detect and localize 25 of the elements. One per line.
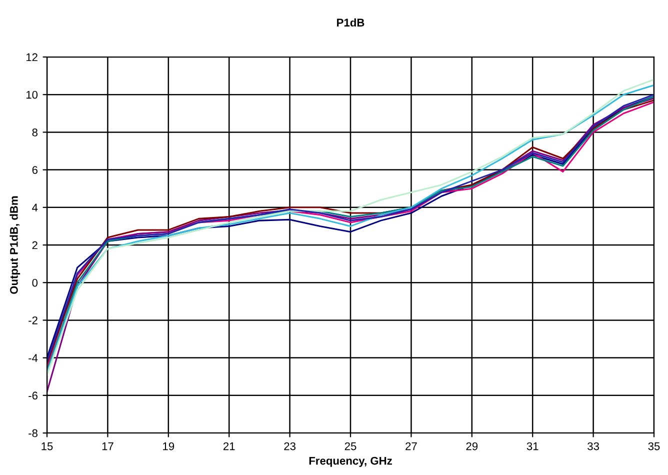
x-tick-label: 15	[42, 442, 53, 450]
x-tick-label: 33	[588, 442, 599, 450]
y-tick-label: 10	[26, 90, 38, 99]
x-tick-label: 17	[102, 442, 114, 450]
y-tick-label: 12	[26, 53, 38, 62]
x-axis-title: Frequency, GHz	[309, 456, 392, 467]
y-tick-label: 4	[32, 204, 38, 212]
y-tick-label: 0	[32, 278, 38, 287]
y-axis-title: Output P1dB, dBm	[10, 196, 20, 294]
x-tick-label: 31	[526, 442, 538, 450]
x-tick-label: 23	[284, 442, 296, 450]
x-tick-label: 27	[406, 442, 417, 450]
y-tick-label: 6	[32, 166, 38, 174]
y-tick-label: -6	[28, 392, 38, 400]
y-tick-label: 8	[32, 128, 38, 136]
x-tick-label: 25	[344, 442, 356, 450]
y-tick-label: -8	[28, 429, 38, 438]
y-tick-label: -2	[28, 316, 38, 324]
y-tick-label: -4	[28, 354, 38, 362]
x-tick-label: 29	[466, 442, 478, 450]
y-tick-label: 2	[32, 241, 38, 250]
x-tick-label: 35	[648, 442, 660, 450]
x-tick-label: 21	[223, 442, 235, 450]
x-tick-label: 19	[163, 442, 174, 450]
chart-title: P1dB	[337, 18, 364, 27]
